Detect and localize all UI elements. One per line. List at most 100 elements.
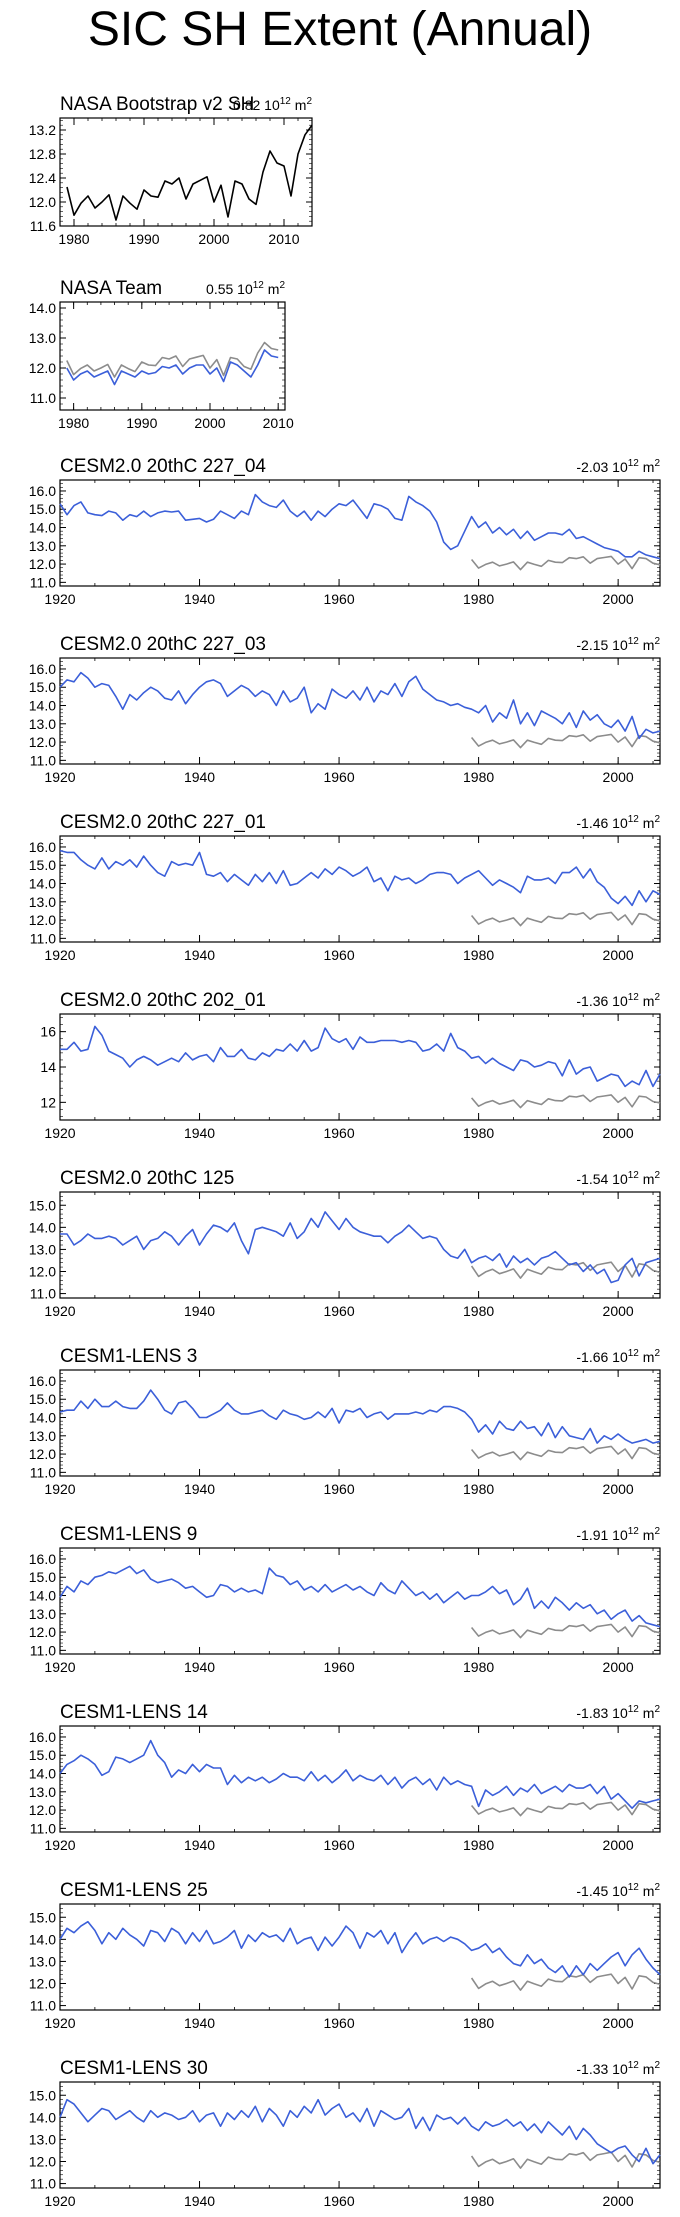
x-tick-label: 1940 [184, 1837, 215, 1853]
y-tick-label: 13.0 [29, 1953, 56, 1969]
chart-7: CESM2.0 20thC 125 -1.54 1012 m2 1920 1940 19… [29, 1168, 661, 1319]
x-tick-label: 2000 [198, 231, 229, 247]
chart-3: CESM2.0 20thC 227_04 -2.03 1012 m2 1920 194… [29, 456, 661, 607]
y-tick-label: 16.0 [29, 1373, 56, 1389]
x-tick-label: 1980 [463, 2015, 494, 2031]
series-line-obs [470, 1801, 661, 1817]
x-tick-label: 2000 [603, 947, 634, 963]
y-tick-label: 14.0 [29, 1931, 56, 1947]
trend-value: -1.91 1012 m2 [576, 1526, 660, 1543]
chart-title: CESM1-LENS 30 [60, 2058, 208, 2079]
x-tick-label: 1920 [44, 769, 75, 785]
y-tick-label: 12.0 [29, 1446, 56, 1462]
x-tick-label: 1920 [44, 947, 75, 963]
x-tick-label: 1980 [58, 415, 89, 431]
x-tick-label: 2000 [603, 2193, 634, 2209]
trend-number: -1.45 10 [576, 1883, 628, 1899]
plot-frame [59, 1191, 661, 1299]
series-line-obs [470, 1261, 661, 1279]
trend-unit-exponent: 2 [654, 458, 660, 469]
y-tick-label: 11.0 [30, 752, 56, 768]
trend-exponent: 12 [628, 1882, 640, 1893]
trend-value: -1.83 1012 m2 [576, 1704, 660, 1721]
series-line-obs [470, 555, 661, 571]
y-tick-label: 16.0 [29, 1551, 56, 1567]
trend-unit-exponent: 2 [654, 1348, 660, 1359]
y-tick-label: 12.0 [29, 1976, 56, 1992]
trend-unit: m [639, 1883, 655, 1899]
plot-frame [59, 1369, 661, 1477]
trend-unit-exponent: 2 [654, 992, 660, 1003]
trend-unit: m [639, 637, 655, 653]
x-tick-label: 1960 [323, 1303, 354, 1319]
series-line-model [59, 671, 661, 740]
series-line-model [59, 1389, 661, 1444]
chart-5: CESM2.0 20thC 227_01 -1.46 1012 m2 1920 194… [29, 812, 661, 963]
trend-number: -1.33 10 [576, 2061, 628, 2077]
trend-number: -1.66 10 [576, 1349, 628, 1365]
y-tick-label: 13.0 [29, 1241, 56, 1257]
series-line-model [60, 1025, 661, 1088]
trend-value: 0.82 1012 m2 [233, 96, 312, 113]
series-line-model [59, 493, 661, 560]
plot-frame [59, 117, 313, 227]
series-line-model [59, 1920, 661, 1978]
trend-number: -2.03 10 [576, 459, 628, 475]
x-tick-label: 2000 [603, 1659, 634, 1675]
x-tick-label: 2000 [194, 415, 225, 431]
y-tick-label: 16.0 [29, 839, 56, 855]
y-tick-label: 15.0 [29, 1747, 56, 1763]
chart-title: CESM2.0 20thC 227_04 [60, 456, 266, 477]
trend-exponent: 12 [253, 280, 265, 291]
y-tick-label: 13.0 [29, 1606, 56, 1622]
plot-frame [59, 657, 661, 765]
chart-4: CESM2.0 20thC 227_03 -2.15 1012 m2 1920 194… [29, 634, 661, 785]
chart-1: NASA Bootstrap v2 SH0.82 1012 m2 1980 1990… [29, 94, 313, 247]
y-tick-label: 12.0 [29, 1802, 56, 1818]
y-tick-label: 11.0 [30, 2176, 56, 2192]
trend-number: -1.36 10 [576, 993, 628, 1009]
x-tick-label: 2000 [603, 1837, 634, 1853]
x-tick-label: 1980 [463, 947, 494, 963]
trend-number: 0.82 10 [233, 97, 280, 113]
y-tick-label: 12.4 [29, 170, 56, 186]
x-tick-label: 1940 [184, 591, 215, 607]
y-tick-label: 11.0 [30, 390, 56, 406]
chart-title: CESM2.0 20thC 227_03 [60, 634, 266, 655]
chart-12: CESM1-LENS 30 -1.33 1012 m2 1920 1940 1960 19… [29, 2058, 661, 2209]
x-tick-label: 1980 [463, 1837, 494, 1853]
chart-2: NASA Team 0.55 1012 m2 1980 1990 2000 2010 11.… [29, 278, 294, 431]
y-tick-label: 13.0 [29, 894, 56, 910]
chart-title: CESM1-LENS 14 [60, 1702, 208, 1723]
y-tick-label: 11.0 [30, 1820, 56, 1836]
x-tick-label: 1940 [184, 947, 215, 963]
trend-value: -1.46 1012 m2 [576, 814, 660, 831]
x-tick-label: 1980 [463, 1481, 494, 1497]
x-tick-label: 1940 [184, 769, 215, 785]
chart-11: CESM1-LENS 25 -1.45 1012 m2 1920 1940 1960 19… [29, 1880, 661, 2031]
y-tick-label: 13.2 [29, 122, 56, 138]
chart-title: CESM2.0 20thC 125 [60, 1168, 234, 1189]
x-tick-label: 1960 [323, 2015, 354, 2031]
y-tick-label: 12.0 [29, 734, 56, 750]
x-tick-label: 2000 [603, 1125, 634, 1141]
x-tick-label: 1920 [44, 1659, 75, 1675]
trend-number: -1.91 10 [576, 1527, 628, 1543]
y-tick-label: 15.0 [29, 857, 56, 873]
y-tick-label: 14.0 [29, 1219, 56, 1235]
y-tick-label: 12.0 [29, 1264, 56, 1280]
y-tick-label: 16.0 [29, 1729, 56, 1745]
x-tick-label: 1940 [184, 1125, 215, 1141]
plot-frame [59, 2081, 661, 2189]
trend-value: -1.45 1012 m2 [576, 1882, 660, 1899]
trend-number: -2.15 10 [576, 637, 628, 653]
trend-exponent: 12 [628, 992, 640, 1003]
y-tick-label: 11.0 [30, 574, 56, 590]
y-tick-label: 16.0 [29, 483, 56, 499]
x-tick-label: 1980 [463, 2193, 494, 2209]
x-tick-label: 2000 [603, 1481, 634, 1497]
y-tick-label: 12.0 [29, 1624, 56, 1640]
trend-value: -1.36 1012 m2 [576, 992, 660, 1009]
trend-number: -1.46 10 [576, 815, 628, 831]
trend-unit-exponent: 2 [654, 814, 660, 825]
